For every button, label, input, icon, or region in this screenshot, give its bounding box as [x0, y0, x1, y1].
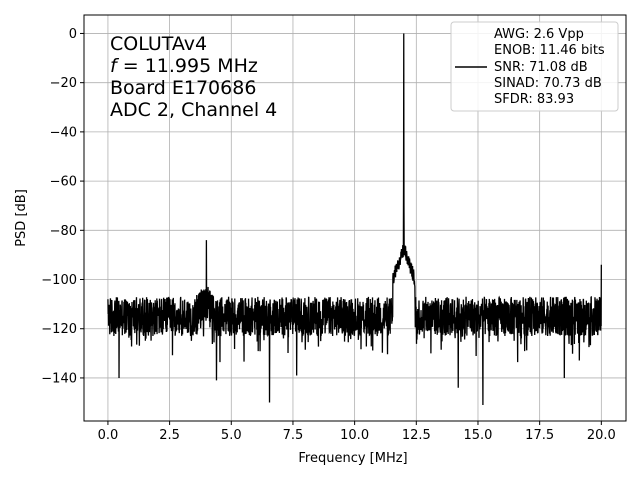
legend-line-1: AWG: 2.6 Vpp: [494, 27, 584, 42]
legend-line-2: ENOB: 11.46 bits: [494, 43, 605, 58]
y-axis-label: PSD [dB]: [14, 189, 29, 247]
annotation-line-1: COLUTAv4: [110, 33, 207, 55]
y-tick-label: −120: [41, 322, 77, 337]
x-tick-label: 15.0: [464, 428, 493, 443]
x-tick-label: 7.5: [283, 428, 304, 443]
y-tick-label: −80: [50, 224, 77, 239]
x-tick-label: 2.5: [159, 428, 180, 443]
y-tick-label: −20: [50, 76, 77, 91]
annotation-italic-f: f: [110, 55, 120, 77]
x-tick-label: 5.0: [221, 428, 242, 443]
y-tick-label: −100: [41, 273, 77, 288]
x-tick-label: 20.0: [587, 428, 616, 443]
psd-series-line: [107, 33, 602, 406]
legend-line-3: SNR: 71.08 dB: [494, 60, 588, 75]
x-tick-label: 17.5: [525, 428, 554, 443]
y-tick-label: 0: [69, 27, 77, 42]
annotation-line-4: ADC 2, Channel 4: [110, 99, 277, 121]
legend: AWG: 2.6 Vpp ENOB: 11.46 bits SNR: 71.08…: [450, 21, 619, 112]
x-tick-label: 10.0: [340, 428, 369, 443]
legend-line-4: SINAD: 70.73 dB: [494, 76, 602, 91]
annotation-block: COLUTAv4 f = 11.995 MHz Board E170686 AD…: [110, 33, 277, 121]
annotation-line-2: f = 11.995 MHz: [110, 55, 258, 77]
annotation-frequency: = 11.995 MHz: [123, 55, 258, 77]
x-tick-label: 0.0: [98, 428, 119, 443]
y-tick-label: −40: [50, 125, 77, 140]
legend-line-5: SFDR: 83.93: [494, 92, 574, 107]
legend-box: [450, 21, 619, 112]
y-tick-label: −140: [41, 371, 77, 386]
x-axis-ticks: 0.0 2.5 5.0 7.5 10.0 12.5 15.0 17.5 20.0: [98, 421, 616, 443]
x-tick-label: 12.5: [402, 428, 431, 443]
y-tick-label: −60: [50, 175, 77, 190]
y-axis-ticks: 0 −20 −40 −60 −80 −100 −120 −140: [41, 27, 84, 386]
annotation-line-3: Board E170686: [110, 77, 256, 99]
x-axis-label: Frequency [MHz]: [298, 451, 407, 466]
plot-series: [107, 33, 602, 406]
